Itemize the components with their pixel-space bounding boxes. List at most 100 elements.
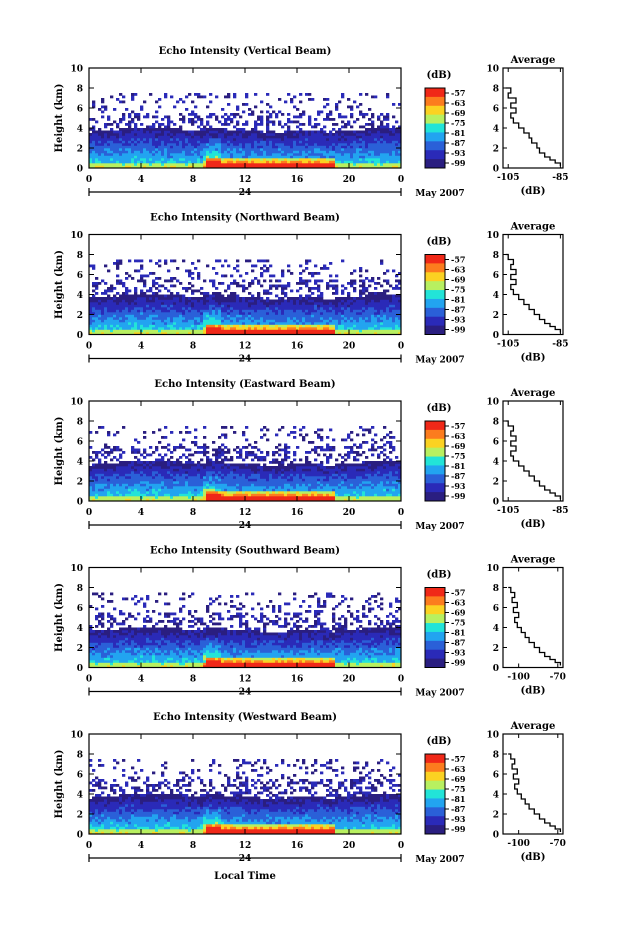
heatmap-cell [212,135,216,139]
heatmap-cell [149,461,153,464]
heatmap-cell [107,488,111,492]
heatmap-cell [350,125,354,129]
heatmap-cell [254,322,258,325]
heatmap-cell [119,453,123,457]
heatmap-cell [200,118,204,121]
heatmap-cell [248,155,252,159]
heatmap-cell [326,145,330,149]
heatmap-cell [308,148,312,151]
heatmap-cell [329,130,333,134]
heatmap-cell [101,468,105,472]
heatmap-cell [212,267,216,270]
heatmap-cell [338,100,342,104]
heatmap-cell [290,100,294,104]
heatmap-cell [92,332,96,335]
heatmap-cell [398,312,402,315]
heatmap-cell [305,140,309,144]
heatmap-cell [92,100,96,104]
heatmap-cell [254,299,258,303]
heatmap-cell [299,143,303,146]
heatmap-cell [398,304,402,308]
heatmap-cell [197,143,201,146]
heatmap-cell [389,133,393,136]
heatmap-cell [335,135,339,139]
heatmap-cell [209,140,213,144]
heatmap-cell [254,135,258,139]
heatmap-cell [173,498,177,502]
heatmap-cell [197,309,201,313]
heatmap-cell [188,302,192,305]
heatmap-cell [104,309,108,313]
heatmap-cell [266,302,270,305]
heatmap-cell [164,140,168,144]
heatmap-cell [161,133,165,136]
heatmap-cell [98,473,102,477]
heatmap-cell [248,302,252,305]
heatmap-cell [395,312,399,315]
heatmap-cell [350,143,354,146]
heatmap-cell [359,292,363,295]
heatmap-cell [188,327,192,330]
heatmap-cell [365,155,369,159]
heatmap-cell [152,498,156,502]
heatmap-cell [329,138,333,141]
heatmap-cell [332,140,336,144]
heatmap-cell [167,332,171,335]
heatmap-cell [197,476,201,479]
heatmap-cell [311,160,315,164]
heatmap-cell [218,496,222,499]
heatmap-cell [218,309,222,313]
heatmap-cell [209,491,213,494]
heatmap-cell [140,155,144,159]
heatmap-cell [263,324,267,328]
heatmap-cell [248,292,252,295]
heatmap-cell [92,466,96,469]
heatmap-cell [371,304,375,308]
heatmap-cell [146,163,150,166]
heatmap-cell [221,150,225,154]
heatmap-cell [236,269,240,273]
heatmap-cell [314,140,318,144]
heatmap-cell [197,163,201,166]
heatmap-cell [356,332,360,335]
heatmap-cell [275,279,279,283]
heatmap-cell [245,140,249,144]
heatmap-cell [107,496,111,499]
heatmap-cell [89,476,93,479]
heatmap-cell [107,481,111,484]
heatmap-cell [107,160,111,164]
heatmap-cell [275,294,279,298]
heatmap-cell [200,95,204,99]
heatmap-cell [182,438,186,442]
heatmap-cell [185,456,189,459]
heatmap-cell [191,299,195,303]
heatmap-cell [326,140,330,144]
heatmap-cell [206,314,210,318]
heatmap-cell [188,309,192,313]
heatmap-cell [296,115,300,119]
heatmap-cell [143,165,147,169]
heatmap-cell [89,317,93,320]
heatmap-cell [350,153,354,156]
heatmap-cell [155,463,159,467]
heatmap-cell [107,153,111,156]
heatmap-cell [245,314,249,318]
heatmap-cell [155,496,159,499]
heatmap-cell [158,307,162,310]
heatmap-cell [221,498,225,502]
heatmap-cell [137,329,141,333]
heatmap-cell [197,138,201,141]
heatmap-cell [104,282,108,285]
heatmap-cell [398,299,402,303]
heatmap-cell [128,319,132,323]
heatmap-cell [152,468,156,472]
heatmap-cell [191,145,195,149]
heatmap-cell [155,100,159,104]
heatmap-cell [236,329,240,333]
heatmap-cell [101,150,105,154]
colorbar-segment [425,263,445,273]
heatmap-cell [233,302,237,305]
heatmap-cell [122,314,126,318]
heatmap-cell [236,133,240,136]
heatmap-cell [197,329,201,333]
